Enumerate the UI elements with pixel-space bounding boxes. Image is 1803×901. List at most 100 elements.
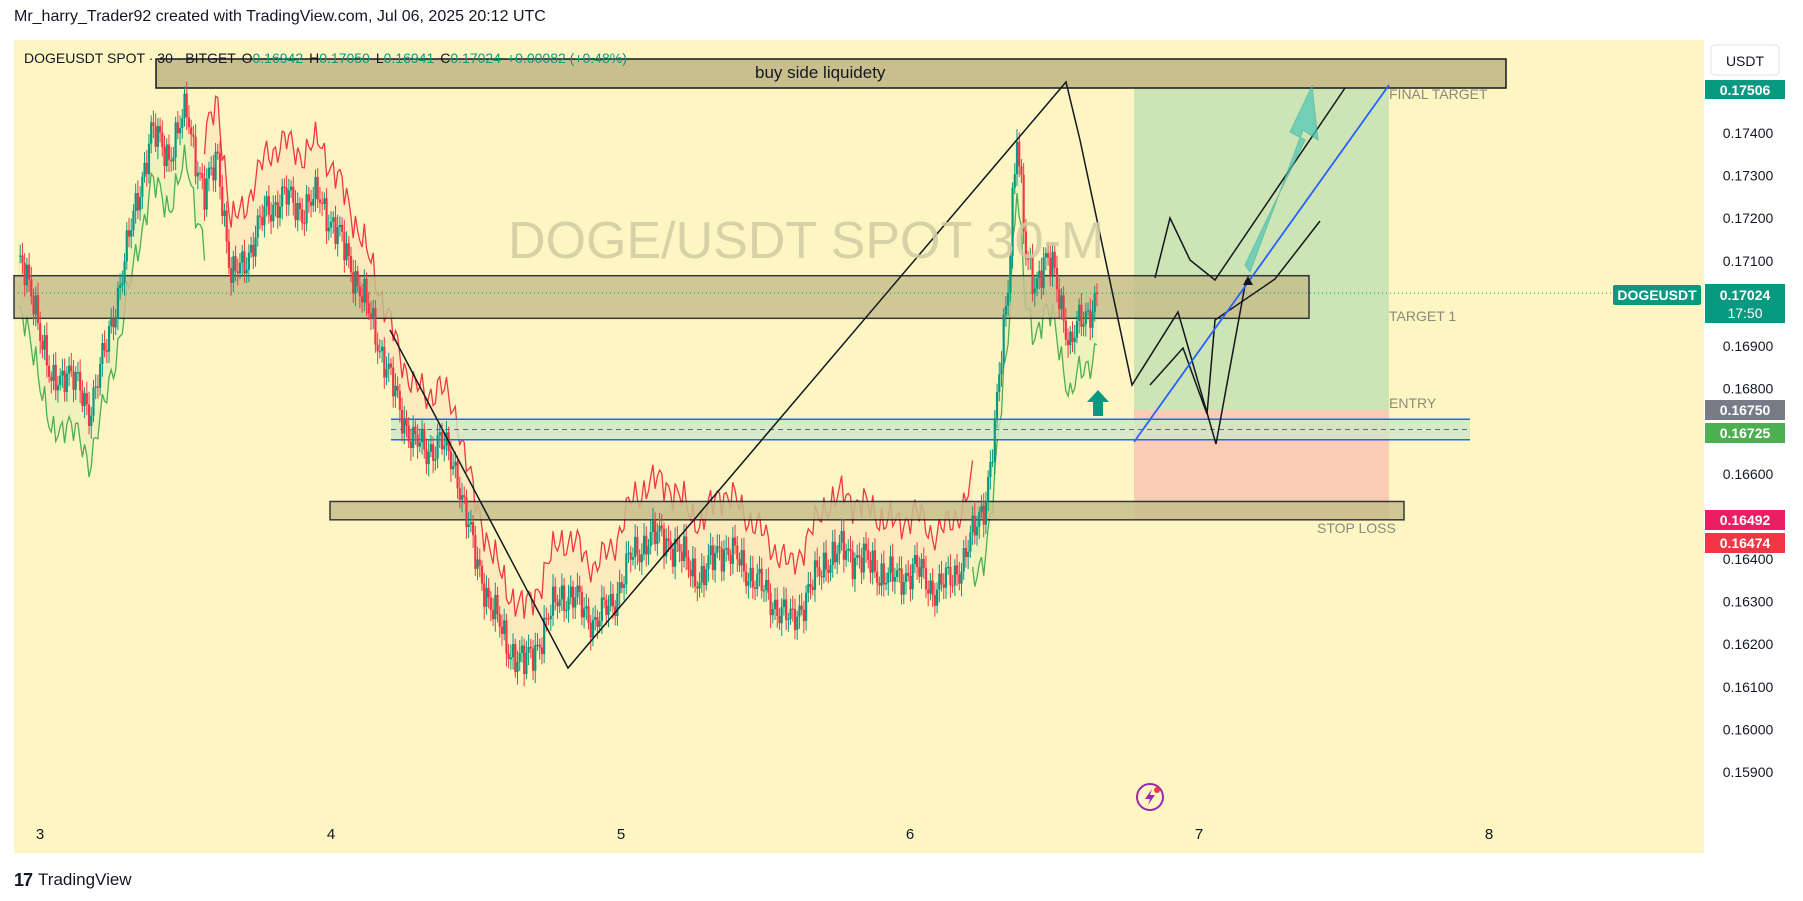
low-label: L	[376, 50, 384, 66]
candle-body	[443, 445, 446, 450]
candle-body	[1020, 166, 1023, 175]
entry-label: ENTRY	[1389, 395, 1437, 411]
candle-body	[190, 127, 193, 135]
candle-body	[92, 387, 95, 416]
candle-body	[156, 126, 159, 147]
candle-body	[509, 657, 512, 660]
chart-credit: Mr_harry_Trader92 created with TradingVi…	[14, 8, 546, 25]
candle-body	[802, 609, 805, 621]
price-tick: 0.17100	[1723, 253, 1774, 269]
candle-body	[1044, 253, 1047, 258]
candle-body	[696, 586, 699, 589]
candle-body	[500, 626, 504, 634]
candle-body	[494, 595, 497, 620]
price-tick: 0.17400	[1723, 125, 1774, 141]
candle-body	[780, 606, 783, 624]
candle-body	[767, 580, 770, 593]
candle-body	[534, 645, 537, 671]
candle-body	[90, 415, 93, 426]
candle-body	[902, 582, 905, 595]
candle-body	[687, 557, 690, 570]
brand-name: TradingView	[38, 870, 132, 889]
candle-body	[778, 616, 781, 624]
candle-body	[323, 198, 326, 204]
candle-body	[400, 409, 404, 434]
candle-body	[456, 461, 459, 489]
drawings-layer	[389, 80, 1390, 670]
stop-loss-label: STOP LOSS	[1317, 520, 1396, 536]
candle-body	[709, 545, 712, 556]
candle-body	[334, 217, 337, 244]
candle-body	[733, 537, 737, 546]
candle-body	[54, 364, 57, 391]
currency-button[interactable]: USDT	[1710, 44, 1780, 76]
candle-body	[749, 567, 752, 582]
candle-body	[740, 550, 743, 566]
candle-body	[318, 199, 322, 203]
candle-body	[987, 477, 990, 502]
candle-body	[25, 264, 28, 286]
candle-body	[922, 558, 925, 569]
time-axis[interactable]: 3 4 5 6 7 8	[36, 826, 1493, 843]
candle-body	[39, 323, 42, 341]
candle-body	[669, 540, 672, 549]
candle-body	[871, 550, 874, 573]
time-tick: 3	[36, 826, 44, 843]
candle-body	[474, 535, 477, 569]
candle-body	[634, 536, 637, 558]
candle-body	[1046, 253, 1050, 258]
candle-body	[574, 597, 577, 608]
candle-body	[713, 552, 717, 571]
candle-body	[1011, 187, 1014, 257]
target-arrow-icon	[1244, 84, 1319, 274]
candle-body	[454, 461, 457, 467]
price-tick: 0.16300	[1723, 594, 1774, 610]
candle-body	[332, 217, 335, 222]
candle-body	[387, 363, 390, 370]
candle-body	[438, 432, 441, 436]
candle-body	[571, 586, 575, 608]
candle-body	[609, 593, 612, 606]
candle-body	[880, 563, 883, 586]
candle-body	[984, 501, 988, 525]
price-chart[interactable]: DOGE/USDT SPOT 30-M DOGEUSDT SPOT · 30 ·…	[0, 0, 1803, 860]
candle-body	[862, 543, 865, 573]
candle-body	[991, 461, 994, 463]
candle-body	[245, 269, 248, 274]
candle-body	[816, 560, 819, 568]
candle-body	[829, 564, 832, 573]
candle-body	[638, 554, 641, 563]
zigzag-projection	[389, 80, 1247, 670]
candle-body	[642, 535, 646, 555]
candle-body	[287, 190, 290, 205]
candle-body	[19, 255, 22, 257]
candle-body	[1035, 278, 1039, 289]
candle-body	[363, 279, 366, 303]
candle-body	[152, 122, 155, 126]
candle-body	[321, 202, 324, 205]
candle-body	[907, 572, 910, 576]
candle-body	[833, 541, 837, 563]
candle-body	[1069, 331, 1072, 346]
candle-body	[414, 426, 417, 435]
candle-body	[112, 318, 115, 328]
candle-body	[1084, 311, 1087, 325]
candle-body	[70, 365, 73, 372]
final-target-label: FINAL TARGET	[1389, 86, 1488, 102]
candle-body	[405, 418, 408, 426]
lightning-icon[interactable]	[1136, 783, 1164, 811]
candle-body	[274, 202, 277, 205]
support-price-tag	[1705, 423, 1785, 443]
candle-body	[121, 282, 124, 286]
candle-body	[434, 458, 437, 461]
candle-body	[1093, 292, 1096, 313]
candle-body	[503, 620, 506, 634]
candle-body	[645, 535, 648, 555]
candle-body	[407, 425, 410, 442]
candle-body	[325, 198, 328, 232]
blue-trend-line	[1133, 84, 1390, 443]
candle-body	[425, 449, 428, 465]
candle-body	[625, 553, 628, 585]
candle-body	[953, 565, 956, 586]
